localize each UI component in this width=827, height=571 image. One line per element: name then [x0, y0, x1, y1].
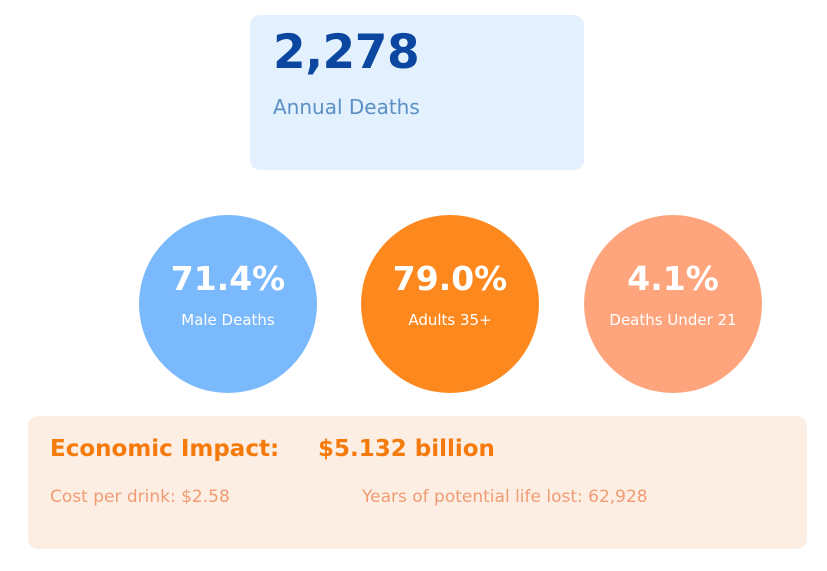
- years-of-life-lost: Years of potential life lost: 62,928: [362, 487, 648, 507]
- annual-deaths-card: 2,278 Annual Deaths: [250, 15, 584, 170]
- annual-deaths-label: Annual Deaths: [273, 95, 420, 119]
- stat-circle-male-deaths: 71.4% Male Deaths: [139, 215, 317, 393]
- stat-circle-adults-35-plus: 79.0% Adults 35+: [361, 215, 539, 393]
- stat-value: 71.4%: [170, 259, 286, 298]
- stat-value: 79.0%: [392, 259, 508, 298]
- stat-label: Deaths Under 21: [609, 311, 737, 329]
- economic-impact-card: Economic Impact: $5.132 billion Cost per…: [28, 416, 807, 549]
- economic-impact-title: Economic Impact:: [50, 436, 280, 462]
- stat-circle-deaths-under-21: 4.1% Deaths Under 21: [584, 215, 762, 393]
- stat-label: Male Deaths: [181, 311, 275, 329]
- stat-value: 4.1%: [627, 259, 719, 298]
- cost-per-drink: Cost per drink: $2.58: [50, 487, 230, 507]
- annual-deaths-value: 2,278: [273, 25, 420, 80]
- stat-label: Adults 35+: [408, 311, 492, 329]
- economic-impact-value: $5.132 billion: [318, 436, 495, 462]
